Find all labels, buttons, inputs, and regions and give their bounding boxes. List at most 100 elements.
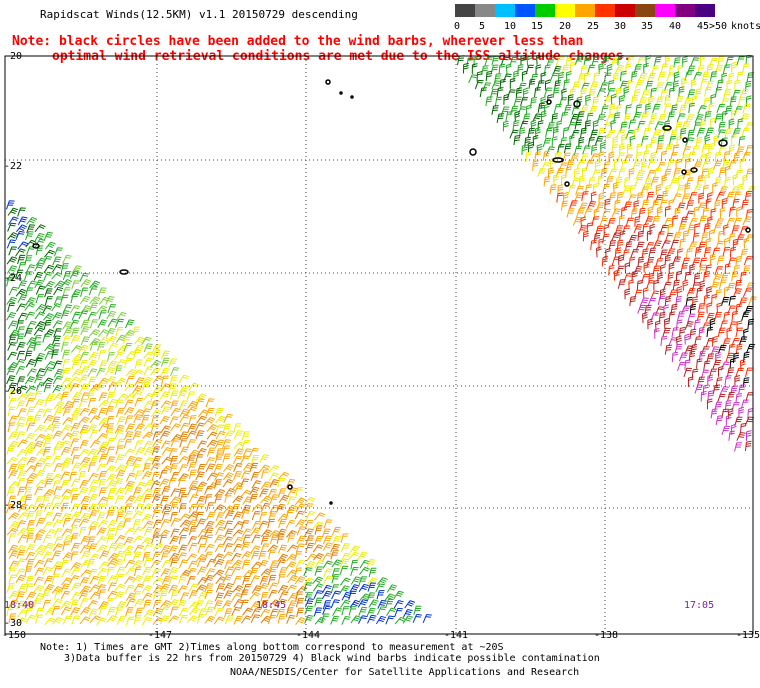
wind-barb	[644, 216, 654, 225]
wind-barb	[728, 160, 737, 170]
wind-barb	[169, 463, 178, 473]
wind-barb	[611, 232, 621, 242]
colorbar-segment	[595, 4, 615, 17]
wind-barb	[295, 598, 305, 608]
wind-barb	[44, 478, 53, 488]
wind-barb	[143, 351, 155, 360]
wind-barb	[195, 511, 204, 521]
wind-barb	[143, 599, 152, 610]
wind-barb	[34, 559, 45, 568]
wind-barb	[116, 416, 126, 426]
wind-barb	[731, 337, 740, 348]
wind-barb	[402, 609, 413, 618]
wind-barb	[143, 366, 153, 376]
wind-barb	[339, 577, 351, 586]
wind-barb	[743, 256, 753, 266]
wind-barb	[61, 488, 73, 497]
wind-barb	[34, 232, 45, 242]
wind-barb	[727, 408, 734, 420]
wind-barb	[726, 79, 733, 91]
wind-barb	[6, 445, 15, 455]
wind-barb	[322, 552, 333, 562]
wind-barb	[177, 477, 187, 487]
wind-barb	[60, 391, 69, 402]
wind-barb	[721, 159, 730, 170]
wind-barb	[53, 328, 62, 338]
wind-barb	[586, 200, 597, 210]
wind-barb	[26, 216, 38, 225]
wind-barb	[341, 616, 351, 625]
wind-barb	[132, 369, 144, 378]
wind-barb	[152, 577, 164, 585]
wind-barb	[513, 96, 522, 106]
wind-barb	[592, 96, 599, 107]
wind-barb	[43, 367, 54, 376]
wind-barb	[704, 173, 711, 185]
wind-barb	[70, 551, 79, 561]
wind-barb	[517, 82, 527, 92]
wind-barb	[123, 329, 135, 338]
wind-barb	[259, 464, 270, 473]
wind-barb	[375, 583, 385, 593]
wind-barb	[60, 446, 71, 456]
wind-barb	[214, 472, 225, 481]
wind-barb	[133, 591, 141, 601]
wind-barb	[479, 87, 487, 98]
wind-barb	[34, 279, 45, 289]
wind-barb	[303, 577, 314, 586]
wind-barb	[78, 471, 87, 481]
wind-barb	[717, 55, 725, 66]
wind-barb	[615, 87, 623, 98]
wind-barb	[242, 496, 253, 505]
wind-barb	[706, 353, 715, 364]
wind-barb	[17, 495, 28, 505]
wind-barb	[618, 168, 626, 179]
wind-barb	[349, 599, 361, 608]
wind-barb	[170, 511, 178, 522]
wind-barb	[114, 583, 126, 592]
wind-barb	[332, 607, 343, 616]
wind-barb	[322, 535, 332, 545]
wind-barb	[707, 374, 714, 386]
wind-barb	[599, 82, 609, 92]
wind-barb	[33, 341, 42, 352]
wind-barb	[204, 520, 215, 530]
wind-barb	[696, 127, 706, 137]
wind-barb	[543, 103, 550, 115]
wind-barb	[543, 176, 551, 187]
wind-barb	[79, 440, 89, 449]
wind-barb	[712, 247, 721, 257]
wind-barb	[222, 439, 231, 449]
wind-barb	[589, 81, 599, 91]
wind-barb	[645, 80, 654, 91]
wind-barb	[8, 533, 17, 543]
wind-barb	[680, 305, 691, 315]
wind-barb	[705, 264, 712, 275]
wind-barb	[25, 591, 37, 601]
wind-barb	[463, 62, 469, 74]
wind-barb	[125, 592, 136, 602]
wind-barb	[673, 232, 682, 242]
island-outline	[552, 157, 564, 163]
wind-barb	[607, 80, 615, 91]
wind-barb	[44, 607, 56, 616]
wind-barb	[79, 545, 91, 554]
wind-barb	[16, 385, 28, 394]
wind-barb	[197, 535, 207, 545]
wind-barb	[350, 559, 359, 570]
wind-barb	[107, 342, 119, 352]
wind-barb	[188, 542, 198, 552]
wind-barb	[376, 606, 387, 616]
wind-barb	[33, 271, 44, 281]
lon-label-150: -150	[1, 630, 27, 641]
wind-barb	[26, 422, 36, 432]
wind-barb	[70, 422, 81, 432]
wind-barb	[552, 65, 562, 75]
wind-barb	[8, 613, 17, 623]
wind-barb	[258, 551, 267, 561]
wind-barb	[44, 397, 53, 407]
wind-barb	[680, 216, 689, 227]
wind-barb	[554, 151, 561, 163]
wind-barb	[321, 584, 332, 594]
wind-barb	[168, 599, 179, 608]
